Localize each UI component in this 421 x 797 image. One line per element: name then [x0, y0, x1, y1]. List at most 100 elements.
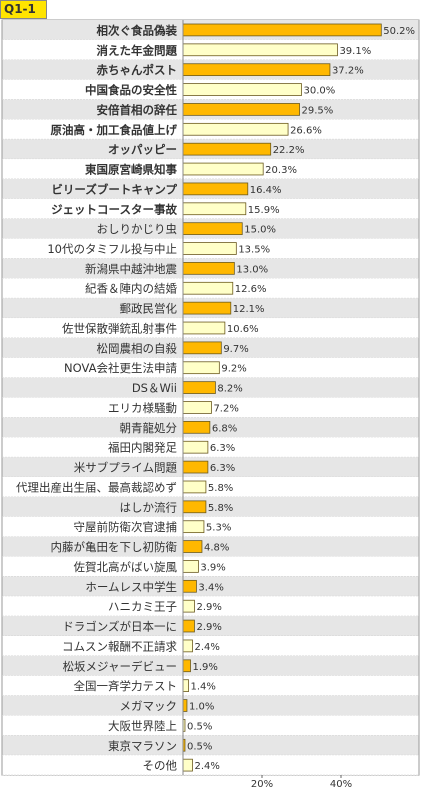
category-label: オッパッピー — [108, 143, 177, 157]
data-bar — [182, 122, 289, 136]
data-bar — [182, 83, 302, 96]
category-label: ホームレス中学生 — [85, 580, 177, 594]
category-label: 松岡農相の自殺 — [97, 341, 178, 355]
data-bar — [182, 440, 209, 454]
data-bar — [182, 23, 382, 37]
row-band — [2, 556, 419, 577]
data-bar — [182, 301, 232, 315]
category-label: 赤ちゃんポスト — [97, 63, 178, 77]
category-label: 中国食品の安全性 — [85, 83, 177, 97]
value-label: 9.7% — [223, 344, 248, 355]
row-band — [2, 596, 419, 617]
category-label: コムスン報酬不正請求 — [62, 639, 177, 653]
category-label: メガマック — [120, 699, 178, 713]
category-label: 安倍首相の辞任 — [97, 103, 178, 117]
data-bar — [182, 202, 247, 216]
row-band — [2, 655, 419, 676]
value-label: 20.3% — [265, 165, 297, 176]
category-label: ビリーズブートキャンプ — [51, 182, 177, 196]
value-label: 39.1% — [339, 46, 371, 57]
category-label: 相次ぐ食品偽装 — [97, 23, 178, 37]
value-label: 12.1% — [233, 304, 265, 315]
value-label: 13.0% — [236, 264, 268, 275]
data-bar — [182, 679, 189, 692]
value-label: 2.4% — [194, 642, 219, 653]
category-label: 新潟県中越沖地震 — [85, 262, 177, 276]
category-label: 全国一斉学力テスト — [74, 679, 178, 693]
value-label: 15.0% — [244, 225, 276, 236]
value-label: 2.9% — [196, 622, 221, 633]
category-label: おしりかじり虫 — [97, 222, 178, 236]
data-bar — [182, 63, 331, 77]
row-band — [2, 477, 419, 497]
value-label: 3.9% — [200, 562, 225, 573]
data-bar — [182, 242, 237, 255]
row-band — [2, 496, 419, 517]
row-band — [2, 457, 419, 478]
value-label: 5.8% — [208, 483, 233, 494]
data-bar — [182, 321, 226, 335]
data-bar — [182, 361, 220, 375]
value-label: 29.5% — [302, 105, 334, 116]
value-label: 2.4% — [194, 761, 219, 772]
question-badge: Q1-1 — [0, 0, 47, 19]
data-bar — [182, 520, 205, 534]
row-band — [2, 417, 419, 438]
x-tick-label: 20% — [251, 779, 273, 790]
value-label: 4.8% — [204, 543, 229, 554]
value-label: 13.5% — [238, 245, 270, 256]
data-bar — [182, 560, 199, 573]
category-label: 東京マラソン — [108, 739, 177, 753]
category-label: 原油高・加工食品値上げ — [51, 123, 178, 137]
row-band — [2, 695, 419, 716]
row-band — [2, 755, 419, 776]
value-label: 1.4% — [191, 682, 216, 693]
row-band — [2, 715, 419, 736]
row-band — [2, 735, 419, 756]
data-bar — [182, 341, 222, 355]
value-label: 6.3% — [210, 463, 235, 474]
data-bar — [182, 460, 209, 474]
data-bar — [182, 540, 203, 553]
data-bar — [182, 599, 195, 613]
data-bar — [182, 639, 193, 653]
category-label: NOVA会社更生法申請 — [64, 361, 177, 375]
row-band — [2, 635, 419, 656]
data-bar — [182, 281, 234, 295]
data-bar — [182, 103, 300, 116]
value-label: 6.8% — [212, 423, 237, 434]
value-label: 6.3% — [210, 443, 235, 454]
category-label: 米サブプライム問題 — [74, 461, 178, 475]
category-label: 守屋前防衛次官逮捕 — [74, 520, 178, 534]
category-label: 大阪世界陸上 — [108, 719, 177, 733]
row-band — [2, 616, 419, 636]
category-label: その他 — [143, 759, 178, 773]
category-label: 佐賀北高がばい旋風 — [74, 560, 178, 574]
category-label: 佐世保散弾銃乱射事件 — [62, 321, 177, 335]
value-label: 0.5% — [187, 721, 212, 732]
category-label: 福田内閣発足 — [108, 441, 177, 455]
data-bar — [182, 480, 207, 494]
row-band — [2, 675, 419, 696]
data-bar — [182, 401, 212, 414]
category-label: 紀香＆陣内の結婚 — [85, 282, 177, 296]
category-label: 東国原宮崎県知事 — [85, 163, 177, 177]
category-label: ドラゴンズが日本一に — [62, 620, 177, 634]
x-tick-label: 40% — [330, 779, 352, 790]
value-label: 50.2% — [383, 26, 415, 37]
data-bar — [182, 619, 195, 633]
value-label: 15.9% — [248, 205, 280, 216]
value-label: 37.2% — [332, 66, 364, 77]
value-label: 10.6% — [227, 324, 259, 335]
value-label: 3.4% — [198, 582, 223, 593]
data-bar — [182, 262, 235, 275]
category-label: ハニカミ王子 — [108, 600, 177, 614]
category-label: 10代のタミフル投与中止 — [47, 242, 177, 256]
value-label: 2.9% — [196, 602, 221, 613]
row-band — [2, 576, 419, 597]
category-label: エリカ様騒動 — [108, 401, 177, 415]
value-label: 1.0% — [189, 702, 214, 713]
value-label: 12.6% — [235, 284, 267, 295]
category-label: 郵政民営化 — [120, 302, 178, 316]
